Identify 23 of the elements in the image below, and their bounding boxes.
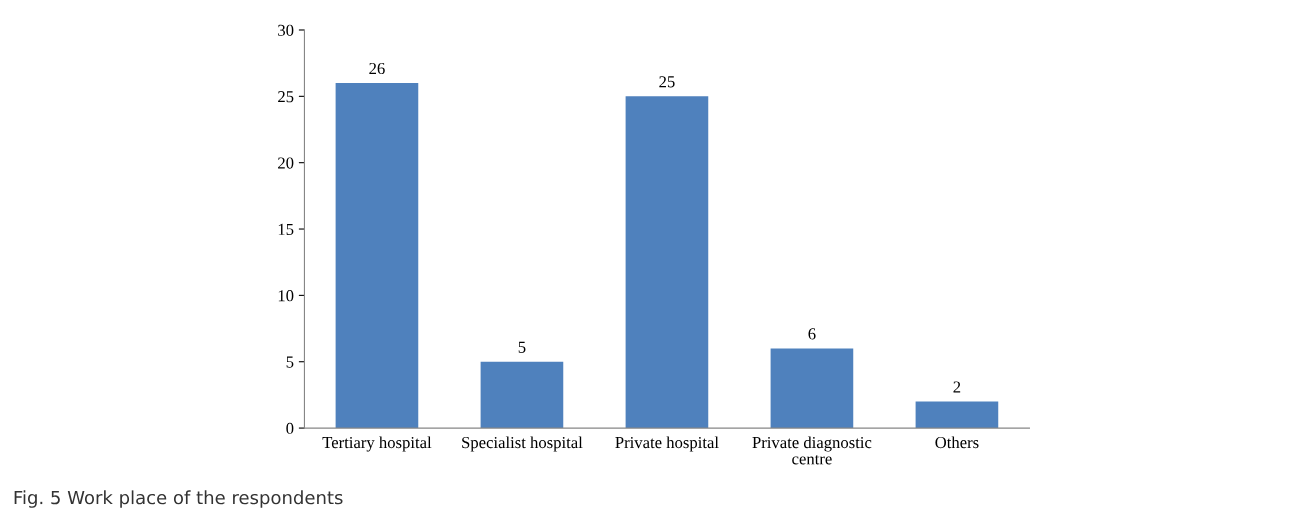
bar: [625, 96, 709, 429]
y-tick-label: 10: [278, 290, 294, 302]
x-tick-label: Others: [935, 436, 979, 449]
y-tick-label: 0: [286, 422, 294, 435]
caption: Fig. 5 Work place of the respondents: [14, 490, 343, 508]
data-label: 5: [518, 341, 526, 353]
data-label: 25: [659, 76, 675, 88]
y-tick-label: 15: [278, 223, 294, 235]
x-tick-label: Private hospital: [615, 436, 719, 452]
data-label: 2: [953, 381, 961, 393]
bar: [915, 401, 999, 429]
data-label: 6: [808, 328, 816, 340]
bar: [335, 83, 419, 429]
data-label: 26: [369, 62, 385, 75]
x-tick-label: Specialist hospital: [462, 436, 583, 452]
bar: [770, 348, 854, 429]
y-tick-label: 20: [278, 157, 294, 169]
y-tick-label: 25: [278, 91, 294, 103]
y-tick-label: 30: [278, 24, 294, 36]
x-tick-label: Tertiary hospital: [322, 436, 432, 452]
y-tick-label: 5: [286, 356, 294, 368]
x-tick-label: Private diagnostic centre: [752, 436, 872, 465]
bar: [480, 361, 564, 429]
